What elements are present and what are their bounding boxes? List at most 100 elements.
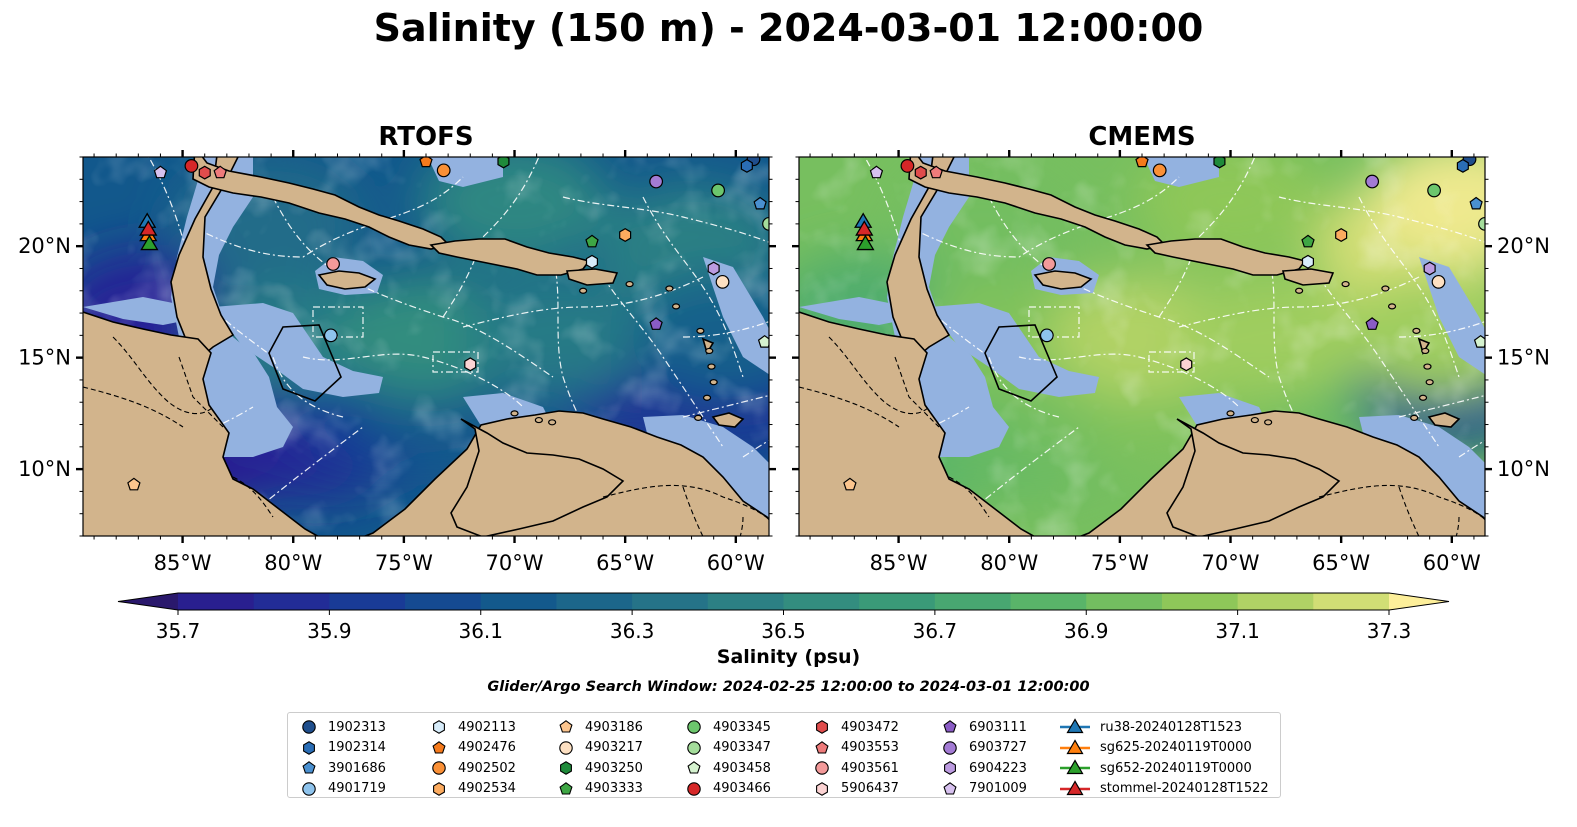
legend-item: 5906437 <box>811 779 899 800</box>
island <box>1387 303 1397 310</box>
obs-marker-4903458 <box>757 334 769 348</box>
obs-marker-6903727 <box>1365 174 1380 189</box>
colorbar-tick-label: 36.7 <box>913 619 958 640</box>
obs-marker-4903333 <box>1301 234 1315 248</box>
colorbar-bin <box>859 593 936 610</box>
island <box>1410 414 1419 421</box>
island <box>625 280 634 288</box>
legend-item: stommel-20240128T1522 <box>1058 779 1269 800</box>
x-tick-label: 65°W <box>596 551 654 575</box>
colorbar-bin <box>556 593 633 610</box>
legend-marker <box>943 781 957 795</box>
map-ticks-rtofs: 85°W 80°W 75°W 70°W 65°W 60°W 10°N 15°N 20°N <box>18 150 776 575</box>
obs-marker-6903727 <box>649 174 664 189</box>
colorbar-bin <box>1237 593 1314 610</box>
y-tick-label: 20°N <box>18 234 71 258</box>
obs-marker-4903472 <box>914 165 927 180</box>
colorbar-bin <box>783 593 860 610</box>
legend-label: 7901009 <box>969 781 1027 797</box>
legend-item: 4903472 <box>811 717 899 738</box>
legend-marker <box>559 781 573 795</box>
obs-marker-4903345 <box>1427 183 1442 198</box>
island <box>1295 287 1304 294</box>
island <box>1412 327 1421 334</box>
legend-label: sg652-20240119T0000 <box>1100 760 1252 776</box>
x-tick-label: 80°W <box>264 551 322 575</box>
obs-marker-4903553 <box>929 165 943 179</box>
observation-markers-rtofs <box>127 157 769 491</box>
map-area-cmems <box>799 157 1485 536</box>
legend-label: 6903111 <box>969 719 1027 735</box>
x-tick-label: 80°W <box>980 551 1038 575</box>
obs-marker-3901686 <box>753 196 767 210</box>
obs-marker-4902113 <box>1301 254 1315 269</box>
x-tick-label: 60°W <box>707 551 765 575</box>
colorbar-bin <box>405 593 482 610</box>
legend-marker <box>303 740 315 755</box>
legend-marker <box>559 741 573 755</box>
legend-label: 1902314 <box>328 740 386 756</box>
island <box>579 287 588 294</box>
colorbar-bin <box>632 593 709 610</box>
legend-marker <box>432 740 446 754</box>
legend-marker <box>1060 718 1090 734</box>
legend-label: 4903345 <box>713 719 771 735</box>
obs-marker-6903111 <box>649 317 663 330</box>
island <box>534 416 543 424</box>
obs-marker-4903186 <box>843 477 857 491</box>
y-tick-label: 15°N <box>18 346 71 370</box>
legend-item: 4903217 <box>555 738 643 759</box>
island <box>1341 280 1350 288</box>
panel-title-cmems: CMEMS <box>1088 122 1196 152</box>
obs-marker-1902314 <box>740 158 753 173</box>
x-tick-label: 70°W <box>486 551 544 575</box>
colorbar-bin <box>1161 593 1239 610</box>
legend-column: 4903345 4903347 4903458 4903466 <box>683 717 771 799</box>
y-tick-label: 20°N <box>1497 234 1550 258</box>
legend-marker <box>815 740 829 754</box>
geography-rtofs <box>83 157 769 536</box>
obs-marker-4902534 <box>1335 228 1348 242</box>
colorbar-tick-label: 37.1 <box>1215 619 1260 640</box>
colorbar-tick-label: 35.7 <box>156 619 201 640</box>
legend-item: 4903553 <box>811 738 899 759</box>
obs-marker-4903466 <box>900 159 915 173</box>
island <box>709 379 718 386</box>
legend-marker <box>433 720 445 735</box>
legend-label: 4903472 <box>841 719 899 735</box>
obs-marker-4903250 <box>1213 157 1226 169</box>
island <box>671 303 681 310</box>
legend-label: 6903727 <box>969 740 1027 756</box>
legend-label: 5906437 <box>841 781 899 797</box>
legend-item: 4903333 <box>555 779 643 800</box>
legend-item: 1902314 <box>298 738 386 759</box>
obs-marker-4902502 <box>1152 163 1167 178</box>
map-area-rtofs <box>83 157 769 536</box>
legend-label: 4903347 <box>713 740 771 756</box>
legend-item: 6904223 <box>939 758 1027 779</box>
glider-marker-sg652-20240119T0000 <box>856 234 875 251</box>
colorbar-bin <box>253 593 330 610</box>
obs-marker-4903466 <box>184 159 199 173</box>
legend-label: 4902534 <box>458 781 516 797</box>
observation-markers-cmems <box>843 157 1485 491</box>
obs-marker-5906437 <box>464 357 477 372</box>
glider-marker-stommel-20240128T1522 <box>139 220 158 236</box>
legend-marker <box>433 781 445 796</box>
colorbar-extend-high <box>1389 593 1449 610</box>
legend-label: 4903553 <box>841 740 899 756</box>
legend-marker <box>302 761 316 774</box>
obs-marker-4903250 <box>497 157 510 169</box>
legend-marker <box>943 720 957 733</box>
colorbar-tick-label: 36.9 <box>1064 619 1109 640</box>
legend-item: sg652-20240119T0000 <box>1058 758 1269 779</box>
colorbar-bin <box>1086 593 1163 610</box>
legend-marker <box>302 720 316 734</box>
glider-marker-stommel-20240128T1522 <box>855 220 874 236</box>
legend-item: 4901719 <box>298 779 386 800</box>
obs-marker-4903333 <box>585 234 599 248</box>
legend-marker <box>1060 759 1090 775</box>
obs-marker-6904223 <box>707 261 720 276</box>
legend-item: 4903561 <box>811 758 899 779</box>
legend-label: 3901686 <box>328 760 386 776</box>
